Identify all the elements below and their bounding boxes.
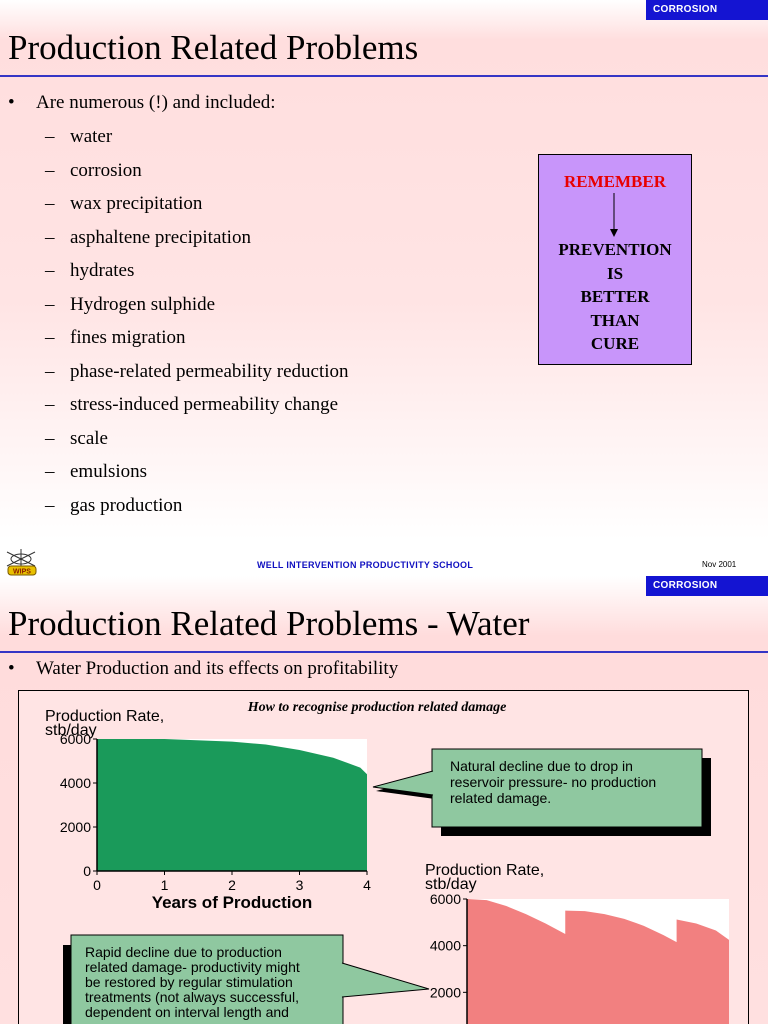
y-axis-label-line: Production Rate, <box>45 708 164 725</box>
x-tick-label: 4 <box>363 877 371 893</box>
section-tag: CORROSION <box>646 576 768 596</box>
bullet-intro: • Are numerous (!) and included: <box>8 92 276 114</box>
x-tick-label: 3 <box>296 877 304 893</box>
list-item: – water <box>45 126 113 147</box>
list-item: – Hydrogen sulphide <box>45 293 216 315</box>
list-item: – phase-related permeability reduction <box>45 360 349 382</box>
remember-box: REMEMBER PREVENTION IS BETTER THAN CURE <box>538 154 692 365</box>
slide-production-problems: CORROSION Production Related Problems • A… <box>0 0 768 546</box>
callout-box <box>70 934 344 1024</box>
svg-text:WIPS: WIPS <box>13 569 31 576</box>
bullet-water-text: Water Production and its effects on prof… <box>36 658 399 679</box>
area-series <box>97 739 367 871</box>
callout-text: Rapid decline due to production related d… <box>85 944 300 1020</box>
y-tick-label: 4000 <box>430 938 461 954</box>
section-tag: CORROSION <box>646 0 768 20</box>
x-tick-label: 0 <box>93 877 101 893</box>
y-tick-label: 6000 <box>60 731 91 747</box>
slide-title: Production Related Problems - Water <box>8 604 530 643</box>
list-item: – hydrates <box>45 260 135 281</box>
x-axis-label: Years of Production <box>152 893 313 912</box>
slide-date: Nov 2001 <box>702 560 737 569</box>
remember-heading: REMEMBER <box>564 172 666 191</box>
x-tick-label: 2 <box>228 877 236 893</box>
y-axis-label-line: Production Rate, <box>425 862 544 879</box>
list-item: – asphaltene precipitation <box>45 226 251 248</box>
callout-text-line: Rapid decline due to production <box>85 944 282 960</box>
callout-pointer <box>341 962 430 998</box>
problem-list: – water – corrosion – wax precipitation – as… <box>45 124 349 526</box>
list-item: – emulsions <box>45 461 148 482</box>
callout-text-line: related damage- productivity might <box>85 959 300 975</box>
y-axis-label-line: stb/day <box>45 722 97 739</box>
title-rule <box>0 75 768 77</box>
footer: WIPS WELL INTERVENTION PRODUCTIVITY SCHO… <box>0 546 768 576</box>
bullet-dot: • <box>8 658 15 679</box>
list-item: – wax precipitation <box>45 193 203 214</box>
y-axis-label: Production Rate, stb/day <box>425 862 544 893</box>
x-tick-label: 1 <box>161 877 169 893</box>
list-item: – corrosion <box>45 159 142 181</box>
callout-text-line: dependent on interval length and <box>85 1004 289 1020</box>
y-tick-label: 6000 <box>430 891 461 907</box>
list-item: – scale <box>45 427 108 449</box>
callout-pointer <box>372 770 434 796</box>
callout-text: Natural decline due to drop in reservoir … <box>450 758 656 806</box>
title-rule <box>0 651 768 653</box>
y-tick-label: 0 <box>83 863 91 879</box>
school-logo-icon: WIPS <box>6 549 37 576</box>
y-tick-label: 2000 <box>430 984 461 1000</box>
bullet-water: • Water Production and its effects on pro… <box>8 658 398 680</box>
damage-chart: How to recognise production related dama… <box>45 700 729 1024</box>
callout-text-line: reservoir pressure- no production <box>450 774 656 790</box>
list-item: – fines migration <box>45 327 186 348</box>
slide-water: CORROSION Production Related Problems - … <box>0 576 768 1024</box>
prevention-text: PREVENTION IS BETTER THAN CURE <box>558 240 672 353</box>
bullet-intro-text: Are numerous (!) and included: <box>36 92 276 113</box>
school-name: WELL INTERVENTION PRODUCTIVITY SCHOOL <box>257 560 474 570</box>
list-item: – gas production <box>45 494 183 516</box>
area-series <box>467 899 729 1024</box>
slide-title: Production Related Problems <box>8 28 419 67</box>
y-tick-label: 2000 <box>60 819 91 835</box>
y-axis-label: Production Rate, stb/day <box>45 708 164 739</box>
callout-text-line: Natural decline due to drop in <box>450 758 633 774</box>
chart-title: How to recognise production related dama… <box>247 700 507 715</box>
callout-text-line: treatments (not always successful, <box>85 989 299 1005</box>
down-arrow-icon <box>610 193 618 237</box>
callout-text-line: related damage. <box>450 790 551 806</box>
bullet-dot: • <box>8 92 15 113</box>
callout-text-line: be restored by regular stimulation <box>85 974 293 990</box>
y-tick-label: 4000 <box>60 775 91 791</box>
damage-chart-panel: How to recognise production related dama… <box>18 690 749 1024</box>
callout-box <box>431 748 703 828</box>
list-item: – stress-induced permeability change <box>45 394 339 415</box>
y-axis-label-line: stb/day <box>425 876 477 893</box>
